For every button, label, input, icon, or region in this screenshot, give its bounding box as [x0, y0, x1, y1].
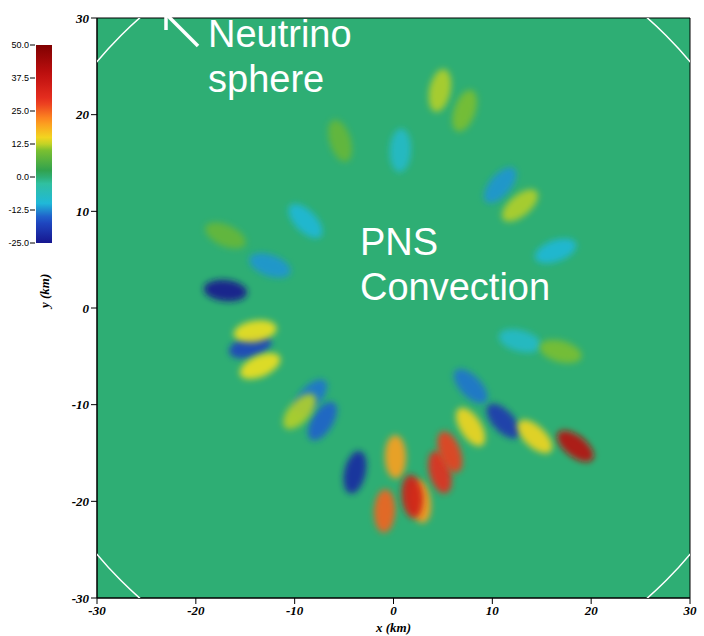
svg-text:12.5: 12.5 — [11, 139, 29, 149]
svg-text:37.5: 37.5 — [11, 73, 29, 83]
svg-text:-20: -20 — [72, 494, 90, 509]
svg-text:25.0: 25.0 — [11, 106, 29, 116]
svg-text:10: 10 — [486, 603, 500, 618]
svg-text:50.0: 50.0 — [11, 40, 29, 50]
svg-text:-12.5: -12.5 — [8, 205, 29, 215]
svg-text:10: 10 — [76, 204, 90, 219]
svg-text:-20: -20 — [187, 603, 205, 618]
svg-text:0: 0 — [83, 301, 90, 316]
svg-text:-10: -10 — [72, 397, 90, 412]
svg-text:20: 20 — [75, 107, 90, 122]
svg-text:x (km): x (km) — [375, 620, 411, 635]
svg-text:20: 20 — [584, 603, 599, 618]
svg-text:-25.0: -25.0 — [8, 238, 29, 248]
svg-text:30: 30 — [75, 11, 90, 26]
svg-text:-10: -10 — [286, 603, 304, 618]
svg-text:-30: -30 — [88, 603, 106, 618]
svg-text:-30: -30 — [72, 591, 90, 606]
html-text:PNS: PNS — [360, 221, 439, 263]
html-text:Neutrino: Neutrino — [208, 13, 352, 55]
html-text:Convection: Convection — [360, 266, 551, 308]
svg-text:0: 0 — [390, 603, 397, 618]
svg-text:30: 30 — [683, 603, 698, 618]
svg-text:y (km): y (km) — [37, 274, 52, 310]
html-text:sphere: sphere — [208, 58, 325, 100]
svg-text:0.0: 0.0 — [16, 172, 29, 182]
